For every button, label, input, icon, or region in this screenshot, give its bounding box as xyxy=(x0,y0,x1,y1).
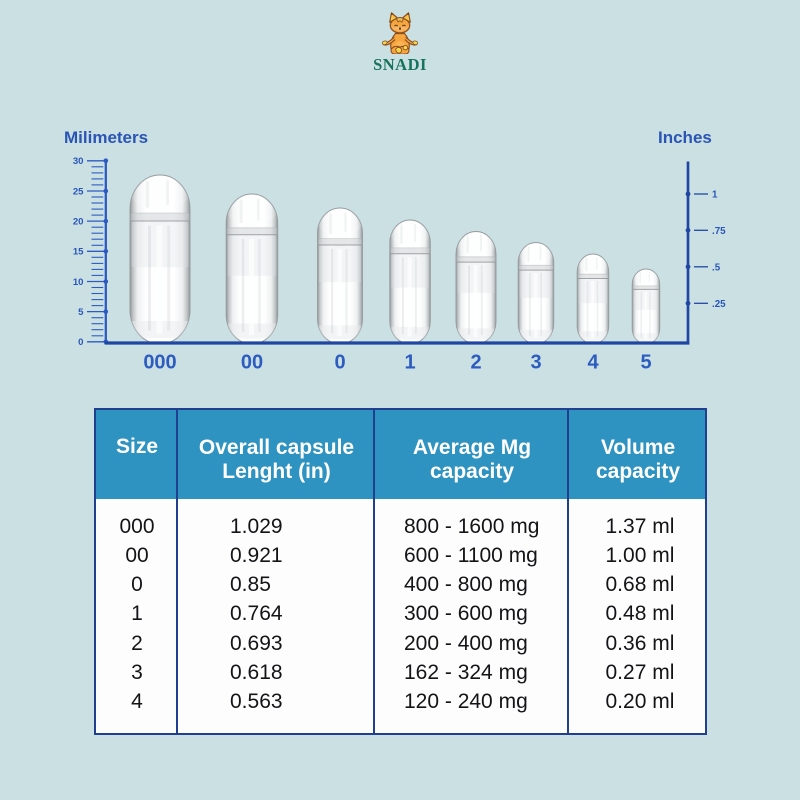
svg-text:4: 4 xyxy=(587,352,599,374)
svg-text:20: 20 xyxy=(73,217,84,228)
svg-text:3: 3 xyxy=(530,352,541,374)
svg-text:1: 1 xyxy=(712,190,718,201)
svg-text:1: 1 xyxy=(404,352,415,374)
svg-text:0: 0 xyxy=(334,352,345,374)
svg-text:5: 5 xyxy=(78,307,84,318)
svg-text:2: 2 xyxy=(470,352,481,374)
svg-text:.75: .75 xyxy=(712,226,726,237)
svg-text:10: 10 xyxy=(73,277,84,288)
svg-text:00: 00 xyxy=(241,352,263,374)
svg-text:30: 30 xyxy=(73,156,84,167)
svg-text:.5: .5 xyxy=(712,262,721,273)
svg-text:.25: .25 xyxy=(712,299,726,310)
svg-text:15: 15 xyxy=(73,247,84,258)
svg-text:000: 000 xyxy=(143,352,176,374)
svg-text:25: 25 xyxy=(73,186,84,197)
svg-text:5: 5 xyxy=(640,352,651,374)
svg-text:0: 0 xyxy=(78,337,83,348)
